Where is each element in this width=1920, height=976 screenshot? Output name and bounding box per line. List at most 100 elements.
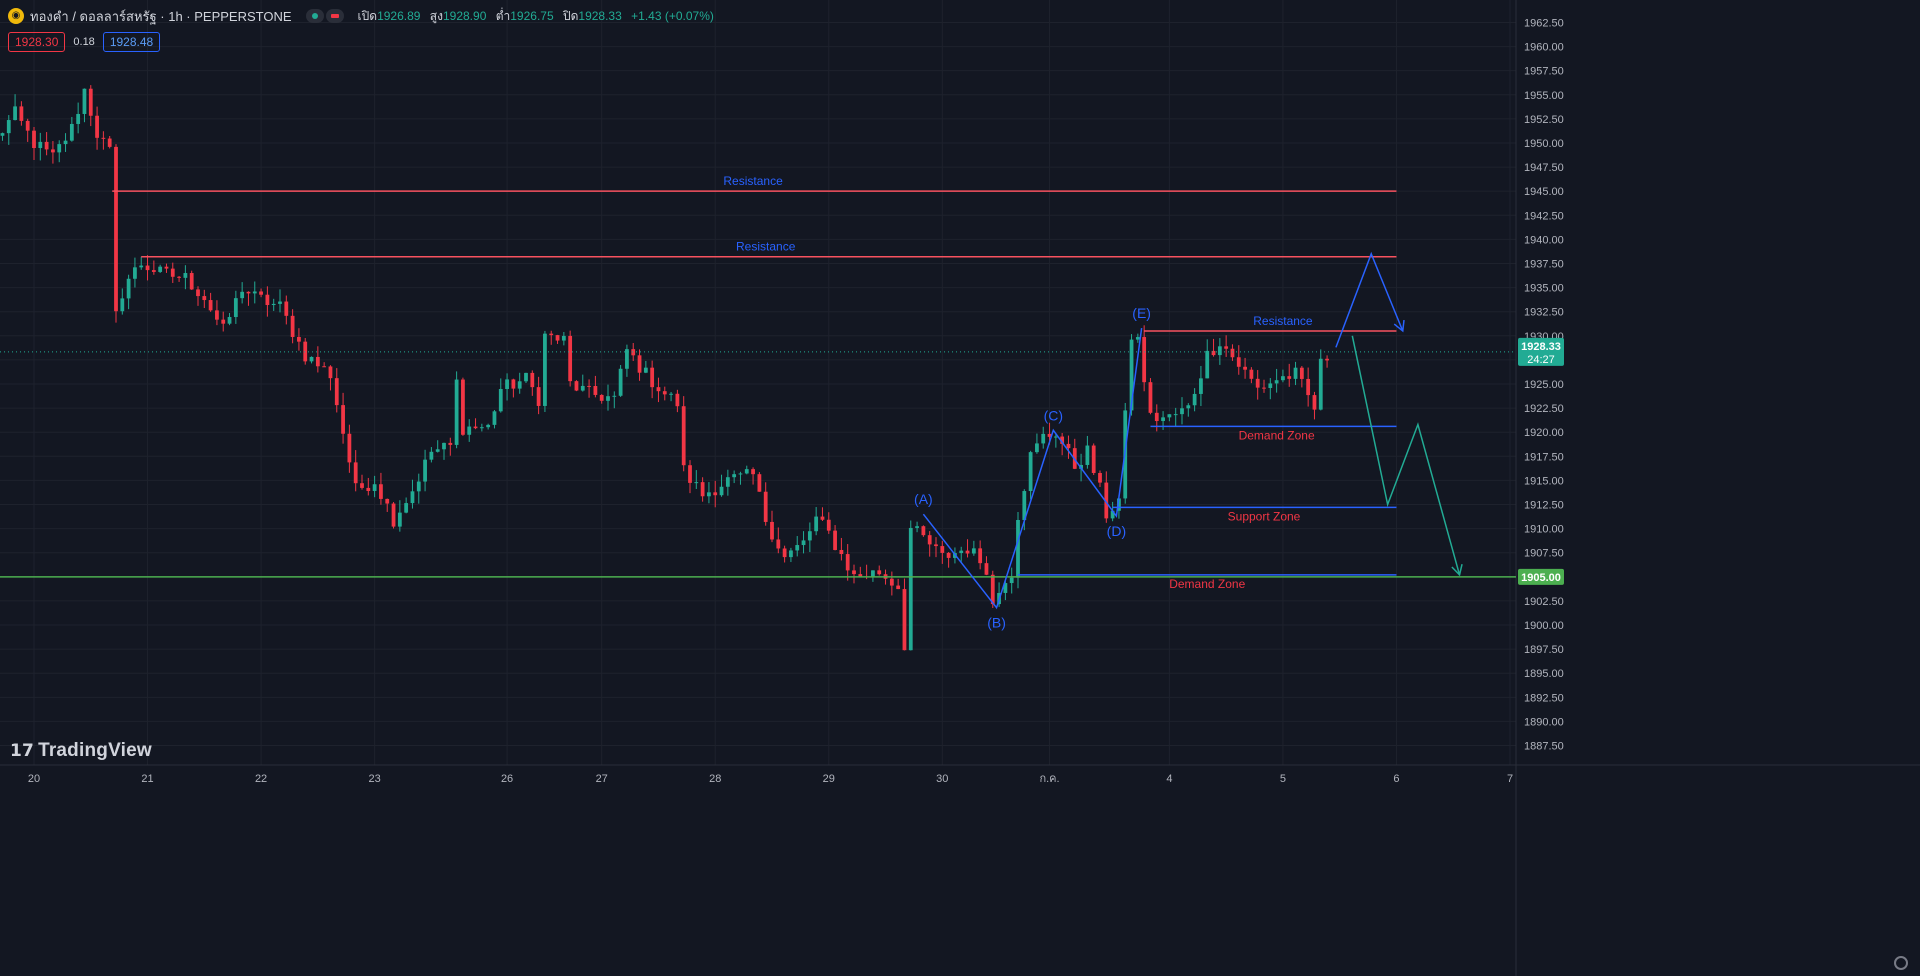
- candle-body: [1211, 350, 1216, 356]
- price-tick-label: 1897.50: [1524, 644, 1564, 656]
- candle-body: [549, 333, 554, 336]
- market-status: [305, 9, 344, 23]
- time-tick-label: 7: [1507, 773, 1513, 785]
- wave-label: (A): [914, 491, 933, 507]
- candle-body: [763, 491, 768, 522]
- candle-body: [618, 368, 623, 396]
- candle-body: [1142, 337, 1147, 383]
- candle-body: [511, 379, 516, 389]
- candle-body: [839, 549, 844, 555]
- candle-body: [379, 484, 383, 499]
- wave-line: [922, 327, 1143, 610]
- candle-body: [744, 469, 749, 474]
- price-tick-label: 1922.50: [1524, 403, 1564, 415]
- candle-body: [971, 548, 976, 554]
- tradingview-mark-icon: 𝟭𝟳: [10, 741, 35, 760]
- wave-label: (B): [987, 615, 1006, 631]
- candle-body: [246, 291, 251, 294]
- candle-body: [662, 391, 667, 395]
- wave-pattern: (A) (B) (C) (D) (E): [914, 305, 1151, 631]
- candle-body: [38, 141, 43, 149]
- candle-body: [505, 379, 509, 390]
- candle-body: [492, 411, 497, 425]
- candle-body: [587, 385, 591, 387]
- candle-body: [1186, 405, 1191, 409]
- candle-body: [732, 474, 737, 478]
- candle-body: [429, 451, 434, 460]
- candle-body: [669, 393, 673, 395]
- candle-body: [1325, 358, 1329, 361]
- projection-blue-path: [1335, 251, 1404, 348]
- price-tick-label: 1900.00: [1524, 620, 1564, 632]
- time-tick-label: 26: [501, 773, 513, 785]
- candle-body: [372, 484, 377, 491]
- price-tick-label: 1960.00: [1524, 42, 1564, 54]
- buy-price-button[interactable]: 1928.48: [102, 32, 161, 52]
- candle-body: [713, 492, 718, 496]
- settings-gear-icon[interactable]: [1894, 956, 1908, 970]
- candle-body: [221, 319, 226, 324]
- candle-body: [826, 519, 831, 531]
- price-tick-label: 1945.00: [1524, 186, 1564, 198]
- candle-body: [833, 530, 837, 550]
- candle-body: [650, 367, 655, 388]
- level-label: Resistance: [736, 240, 796, 254]
- candle-body: [908, 527, 913, 651]
- symbol-title[interactable]: ทองคำ / ดอลลาร์สหรัฐ · 1h · PEPPERSTONE: [30, 8, 292, 24]
- candle-body: [1217, 346, 1222, 356]
- wave-label: (C): [1044, 407, 1063, 423]
- red-flag-icon[interactable]: [325, 9, 344, 23]
- last-price-value: 1928.33: [1521, 341, 1561, 353]
- time-tick-label: 27: [596, 773, 608, 785]
- candle-body: [921, 526, 926, 536]
- change-value: +1.43 (+0.07%): [631, 8, 714, 23]
- brand-name: TradingView: [38, 740, 152, 761]
- candle-body: [845, 554, 850, 571]
- price-tick-label: 1940.00: [1524, 234, 1564, 246]
- market-open-dot-icon: [305, 9, 324, 23]
- candle-body: [114, 146, 118, 312]
- spread-value: 0.18: [73, 36, 95, 48]
- close-value: 1928.33: [578, 8, 622, 23]
- candle-body: [101, 137, 106, 139]
- low-label: ต่ำ: [495, 8, 511, 23]
- candle-body: [44, 141, 49, 150]
- price-tick-label: 1955.00: [1524, 90, 1564, 102]
- candle-body: [707, 492, 711, 497]
- candle-body: [877, 570, 882, 575]
- price-tick-label: 1915.00: [1524, 475, 1564, 487]
- tradingview-logo[interactable]: 𝟭𝟳 TradingView: [10, 740, 152, 762]
- candle-body: [934, 544, 938, 547]
- candle-body: [25, 120, 30, 131]
- candle-body: [95, 115, 99, 138]
- candle-body: [1199, 378, 1203, 394]
- candle-body: [120, 298, 125, 312]
- candle-body: [227, 317, 232, 324]
- candle-body: [479, 427, 484, 429]
- chart-header: ◉ ทองคำ / ดอลลาร์สหรัฐ · 1h · PEPPERSTON…: [8, 6, 720, 26]
- wave-label: (E): [1132, 305, 1151, 321]
- candle-body: [170, 268, 175, 277]
- candle-body: [404, 503, 409, 513]
- grid-lines: [0, 0, 1516, 765]
- candle-body: [435, 449, 440, 452]
- price-tick-label: 1917.50: [1524, 451, 1564, 463]
- price-tick-label: 1950.00: [1524, 138, 1564, 150]
- arrowhead: [1393, 319, 1405, 333]
- price-tick-label: 1932.50: [1524, 307, 1564, 319]
- candle-body: [1129, 339, 1134, 411]
- candle-body: [467, 426, 472, 435]
- sell-price-button[interactable]: 1928.30: [8, 32, 66, 52]
- candle-body: [580, 385, 585, 391]
- candle-body: [757, 474, 762, 492]
- candle-body: [643, 367, 648, 373]
- candle-body: [1148, 382, 1153, 413]
- price-tick-label: 1952.50: [1524, 114, 1564, 126]
- candle-body: [88, 88, 93, 116]
- projection-blue: [1335, 251, 1405, 348]
- bar-countdown: 24:27: [1527, 354, 1555, 366]
- candle-body: [177, 276, 181, 278]
- candle-body: [782, 548, 787, 558]
- trade-prices: 1928.30 0.18 1928.48: [8, 32, 161, 52]
